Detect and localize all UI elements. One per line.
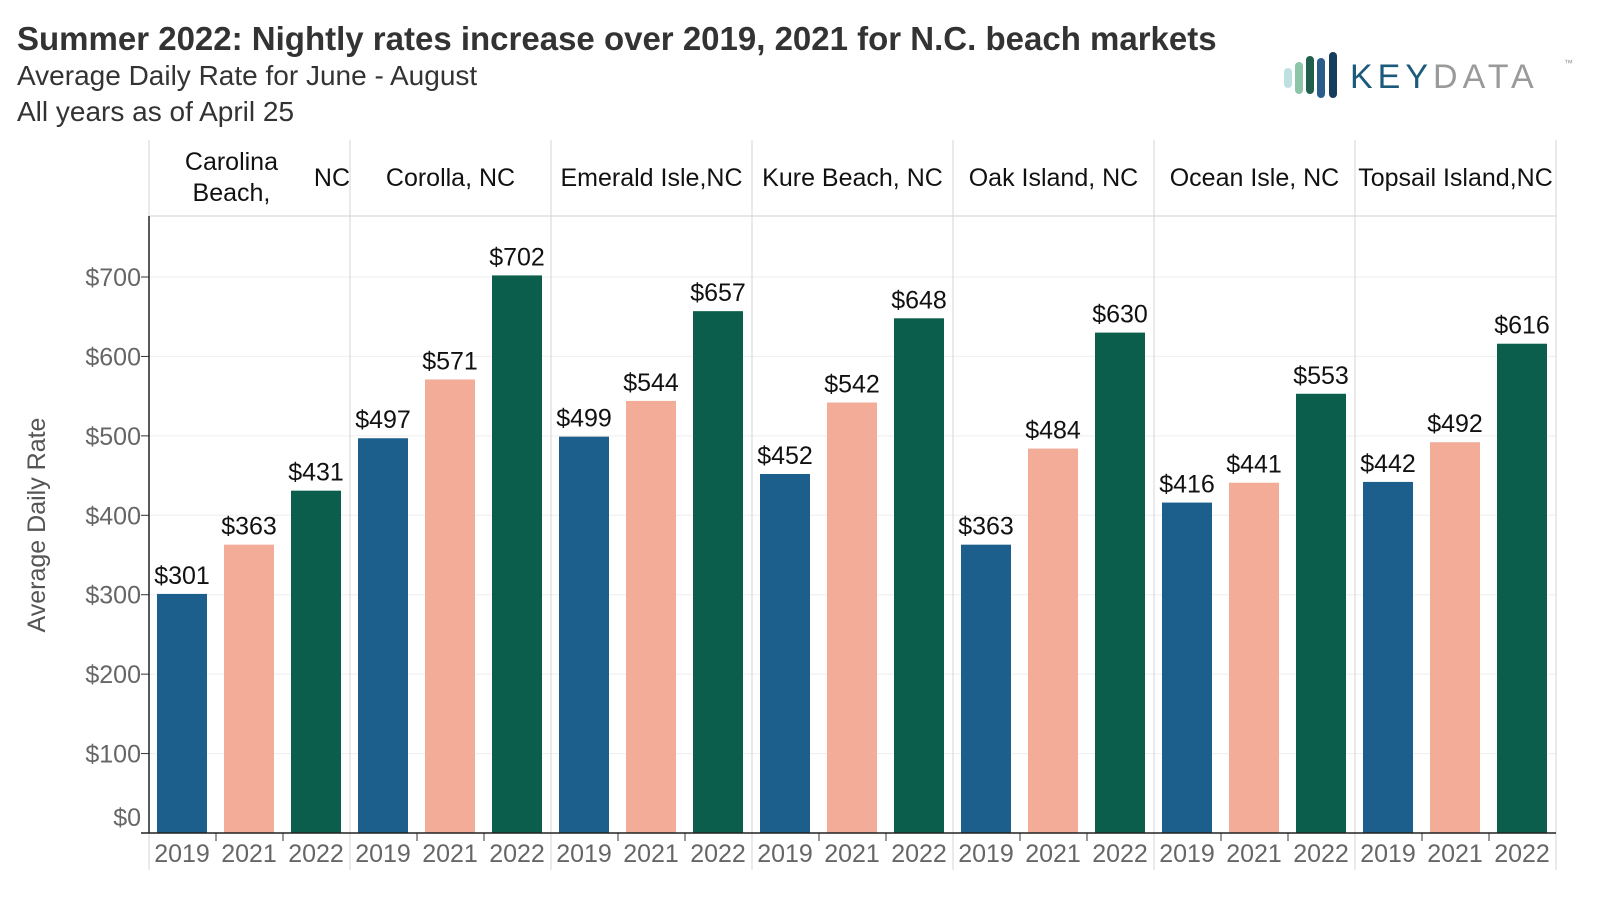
y-tick-label: $200 — [85, 661, 141, 689]
data-label: $499 — [556, 405, 612, 433]
data-label: $431 — [288, 459, 344, 487]
chart-subtitle-2: All years as of April 25 — [17, 96, 295, 127]
x-tick-label: 2021 — [422, 840, 478, 868]
bar-2022 — [1296, 393, 1346, 833]
bar-2019 — [760, 473, 810, 833]
bar-2019 — [1363, 481, 1413, 833]
y-tick-label: $600 — [85, 343, 141, 371]
svg-text:KEYDATA: KEYDATA — [1350, 58, 1539, 96]
bar-2021 — [425, 379, 475, 833]
data-label: $442 — [1360, 450, 1416, 478]
x-tick-label: 2022 — [288, 840, 344, 868]
data-label: $553 — [1293, 362, 1349, 390]
x-tick-label: 2021 — [824, 840, 880, 868]
x-tick-label: 2019 — [958, 840, 1014, 868]
x-tick-label: 2021 — [1226, 840, 1282, 868]
x-tick-label: 2022 — [690, 840, 746, 868]
market-header: Oak Island, NC — [968, 163, 1139, 192]
data-label: $416 — [1159, 471, 1215, 499]
data-label: $452 — [757, 442, 813, 470]
bar-2022 — [1095, 332, 1145, 833]
bar-2022 — [291, 490, 341, 833]
svg-text:™: ™ — [1564, 58, 1573, 68]
x-tick-label: 2022 — [1092, 840, 1148, 868]
bar-2019 — [559, 436, 609, 833]
x-tick-label: 2019 — [556, 840, 612, 868]
data-label: $657 — [690, 279, 746, 307]
bar-2019 — [961, 544, 1011, 833]
bar-2021 — [1229, 482, 1279, 833]
data-label: $571 — [422, 347, 478, 375]
data-label: $542 — [824, 370, 880, 398]
x-tick-label: 2022 — [489, 840, 545, 868]
x-tick-label: 2021 — [623, 840, 679, 868]
market-header: Carolina Beach, NC — [184, 148, 350, 207]
data-label: $441 — [1226, 451, 1282, 479]
x-tick-label: 2021 — [221, 840, 277, 868]
y-tick-label: $300 — [85, 582, 141, 610]
x-tick-label: 2019 — [355, 840, 411, 868]
y-tick-label: $500 — [85, 423, 141, 451]
bar-2022 — [693, 311, 743, 833]
data-label: $301 — [154, 562, 210, 590]
y-tick-label: $400 — [85, 502, 141, 530]
chart-subtitle: Average Daily Rate for June - August — [17, 60, 478, 91]
data-label: $363 — [221, 513, 277, 541]
data-label: $616 — [1494, 312, 1550, 340]
x-tick-label: 2019 — [757, 840, 813, 868]
x-tick-label: 2019 — [154, 840, 210, 868]
data-label: $363 — [958, 513, 1014, 541]
bar-2021 — [626, 400, 676, 833]
x-tick-label: 2022 — [1293, 840, 1349, 868]
data-label: $484 — [1025, 417, 1081, 445]
market-header: Topsail Island, NC — [1358, 163, 1553, 192]
bar-2022 — [492, 275, 542, 833]
chart-title: Summer 2022: Nightly rates increase over… — [17, 20, 1217, 57]
x-tick-label: 2022 — [1494, 840, 1550, 868]
market-header: Kure Beach, NC — [762, 163, 943, 192]
bar-2019 — [1162, 502, 1212, 833]
market-header: Ocean Isle, NC — [1169, 163, 1340, 192]
market-header: Emerald Isle, NC — [560, 163, 743, 192]
market-header: Corolla, NC — [385, 163, 516, 192]
y-tick-label: $100 — [85, 741, 141, 769]
data-label: $492 — [1427, 410, 1483, 438]
data-label: $497 — [355, 406, 411, 434]
y-tick-label: $700 — [85, 264, 141, 292]
x-tick-label: 2022 — [891, 840, 947, 868]
bar-2019 — [358, 438, 408, 833]
keydata-logo: KEYDATA ™ — [1284, 52, 1573, 98]
data-label: $630 — [1092, 301, 1148, 329]
x-tick-label: 2019 — [1159, 840, 1215, 868]
data-label: $648 — [891, 286, 947, 314]
bar-2021 — [1028, 448, 1078, 833]
bar-2019 — [157, 593, 207, 833]
bar-2021 — [224, 544, 274, 833]
bar-2021 — [1430, 442, 1480, 833]
y-tick-label: $0 — [113, 804, 141, 832]
x-tick-label: 2021 — [1025, 840, 1081, 868]
bar-2021 — [827, 402, 877, 833]
y-axis-label: Average Daily Rate — [23, 418, 51, 633]
data-label: $702 — [489, 243, 545, 271]
x-tick-label: 2021 — [1427, 840, 1483, 868]
bar-2022 — [894, 318, 944, 833]
x-tick-label: 2019 — [1360, 840, 1416, 868]
bar-2022 — [1497, 343, 1547, 833]
data-label: $544 — [623, 369, 679, 397]
